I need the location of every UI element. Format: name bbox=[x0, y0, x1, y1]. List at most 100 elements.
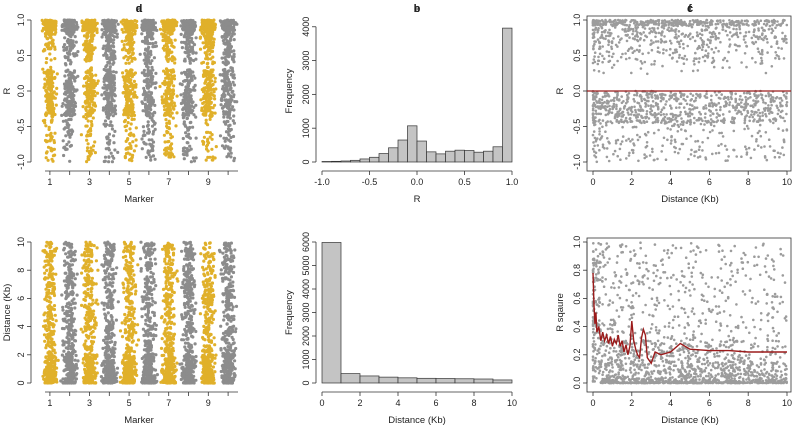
data-point bbox=[81, 105, 85, 109]
data-point bbox=[591, 147, 595, 151]
data-point bbox=[125, 138, 129, 142]
data-point bbox=[71, 99, 75, 103]
data-point bbox=[151, 119, 156, 124]
data-point bbox=[628, 151, 631, 155]
data-point bbox=[89, 95, 93, 99]
data-point bbox=[146, 49, 150, 53]
data-point bbox=[121, 18, 125, 22]
data-point bbox=[124, 28, 129, 32]
data-point bbox=[140, 137, 144, 141]
data-point bbox=[68, 159, 72, 163]
data-point bbox=[183, 95, 187, 99]
data-point bbox=[171, 116, 175, 120]
data-point bbox=[225, 111, 229, 115]
data-point bbox=[188, 79, 192, 83]
data-point bbox=[170, 50, 174, 54]
data-point bbox=[223, 56, 227, 60]
data-point bbox=[48, 47, 52, 51]
data-point bbox=[231, 89, 235, 93]
data-point bbox=[208, 96, 212, 100]
data-point bbox=[120, 39, 124, 44]
data-point bbox=[73, 35, 77, 39]
data-point bbox=[67, 40, 71, 45]
data-point bbox=[191, 125, 195, 129]
data-point bbox=[110, 127, 114, 131]
data-point bbox=[186, 141, 190, 145]
data-point bbox=[91, 144, 96, 148]
data-point bbox=[191, 50, 195, 54]
data-point bbox=[127, 61, 131, 65]
data-point bbox=[66, 55, 70, 59]
data-point bbox=[83, 20, 87, 24]
data-point bbox=[142, 58, 146, 62]
data-point bbox=[194, 115, 198, 119]
data-point bbox=[45, 97, 50, 101]
data-point bbox=[80, 19, 84, 23]
y-tick-label: 1000 bbox=[301, 118, 311, 138]
data-point bbox=[175, 111, 179, 115]
data-point bbox=[128, 68, 133, 73]
data-point bbox=[210, 147, 214, 151]
data-point bbox=[132, 72, 136, 77]
data-point bbox=[685, 58, 689, 61]
data-point bbox=[169, 136, 173, 140]
data-point bbox=[69, 87, 74, 91]
data-point bbox=[188, 136, 192, 140]
y-tick-label: 0.0 bbox=[572, 85, 582, 98]
x-tick-label: 0 bbox=[590, 177, 595, 187]
data-point bbox=[171, 55, 175, 59]
data-point bbox=[660, 108, 664, 111]
data-point bbox=[208, 113, 213, 117]
y-tick-label: -0.5 bbox=[572, 119, 582, 135]
data-point bbox=[50, 157, 54, 161]
data-point bbox=[184, 113, 188, 117]
data-point bbox=[129, 24, 133, 28]
data-point bbox=[226, 127, 231, 131]
data-point bbox=[44, 151, 49, 155]
data-point bbox=[228, 148, 232, 152]
data-point bbox=[82, 115, 86, 119]
data-point bbox=[150, 33, 154, 37]
data-point bbox=[166, 89, 170, 93]
data-point bbox=[85, 36, 89, 40]
data-point bbox=[87, 157, 91, 161]
data-point bbox=[732, 27, 735, 31]
data-point bbox=[66, 37, 70, 42]
data-point bbox=[147, 130, 151, 134]
data-point bbox=[164, 39, 168, 43]
data-point bbox=[202, 135, 206, 139]
data-point bbox=[44, 94, 48, 98]
data-point bbox=[45, 36, 49, 40]
data-point bbox=[642, 38, 646, 42]
data-point bbox=[60, 23, 64, 28]
data-point bbox=[53, 131, 57, 135]
data-point bbox=[108, 36, 112, 41]
data-point bbox=[209, 105, 213, 110]
data-point bbox=[110, 97, 114, 101]
data-point bbox=[88, 67, 92, 71]
data-point bbox=[43, 18, 48, 22]
data-point bbox=[594, 40, 597, 43]
data-point bbox=[107, 43, 111, 48]
data-point bbox=[206, 65, 210, 69]
data-point bbox=[675, 120, 679, 123]
data-point bbox=[86, 146, 90, 150]
histogram-bar bbox=[416, 140, 427, 163]
data-point bbox=[71, 113, 75, 117]
histogram-bar bbox=[378, 153, 389, 163]
data-point bbox=[66, 125, 70, 129]
data-point bbox=[757, 50, 760, 54]
data-point bbox=[122, 43, 126, 47]
data-point bbox=[615, 107, 618, 111]
data-point bbox=[631, 32, 634, 36]
data-point bbox=[687, 33, 691, 37]
data-point bbox=[60, 113, 64, 117]
data-point bbox=[65, 98, 69, 102]
data-point bbox=[693, 39, 697, 43]
histogram-bar bbox=[350, 159, 361, 163]
data-point bbox=[160, 98, 164, 102]
data-point bbox=[105, 73, 109, 77]
data-point bbox=[82, 76, 87, 81]
data-point bbox=[223, 93, 227, 97]
